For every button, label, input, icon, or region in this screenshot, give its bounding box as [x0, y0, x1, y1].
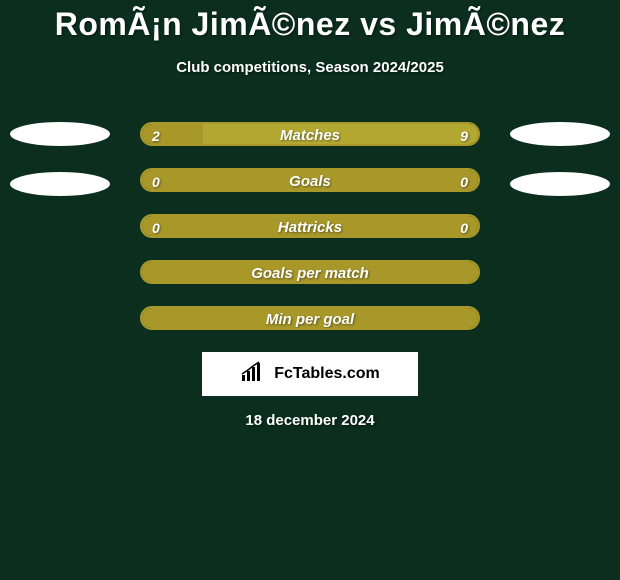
- stat-row: Goals per match: [0, 260, 620, 284]
- stat-value-right: 0: [460, 216, 468, 238]
- stat-value-left: 2: [152, 124, 160, 146]
- stat-value-left: 0: [152, 216, 160, 238]
- stat-label: Goals: [142, 170, 478, 192]
- stat-label: Matches: [142, 124, 478, 146]
- stat-value-left: 0: [152, 170, 160, 192]
- stat-label: Min per goal: [142, 308, 478, 330]
- stat-bar: Goals per match: [140, 260, 480, 284]
- stat-rows: Matches29Goals00Hattricks00Goals per mat…: [0, 122, 620, 330]
- comparison-infographic: RomÃ¡n JimÃ©nez vs JimÃ©nez Club competi…: [0, 0, 620, 580]
- page-title: RomÃ¡n JimÃ©nez vs JimÃ©nez: [0, 6, 620, 43]
- stat-bar: Min per goal: [140, 306, 480, 330]
- stat-bar: Hattricks0 0: [140, 214, 480, 238]
- chart-icon: [240, 361, 268, 388]
- player-right-ellipse: [510, 172, 610, 196]
- stat-row: Goals0 0: [0, 168, 620, 192]
- stat-row: Min per goal: [0, 306, 620, 330]
- stat-bar: Matches2 9: [140, 122, 480, 146]
- stat-row: Matches2 9: [0, 122, 620, 146]
- footer-date: 18 december 2024: [0, 412, 620, 429]
- stat-label: Goals per match: [142, 262, 478, 284]
- player-right-ellipse: [510, 122, 610, 146]
- player-left-ellipse: [10, 122, 110, 146]
- stat-value-right: 0: [460, 170, 468, 192]
- attribution-box: FcTables.com: [202, 352, 418, 396]
- stat-row: Hattricks0 0: [0, 214, 620, 238]
- attribution-text: FcTables.com: [274, 365, 380, 383]
- stat-value-right: 9: [460, 124, 468, 146]
- stat-bar: Goals0 0: [140, 168, 480, 192]
- page-subtitle: Club competitions, Season 2024/2025: [0, 59, 620, 76]
- player-left-ellipse: [10, 172, 110, 196]
- stat-label: Hattricks: [142, 216, 478, 238]
